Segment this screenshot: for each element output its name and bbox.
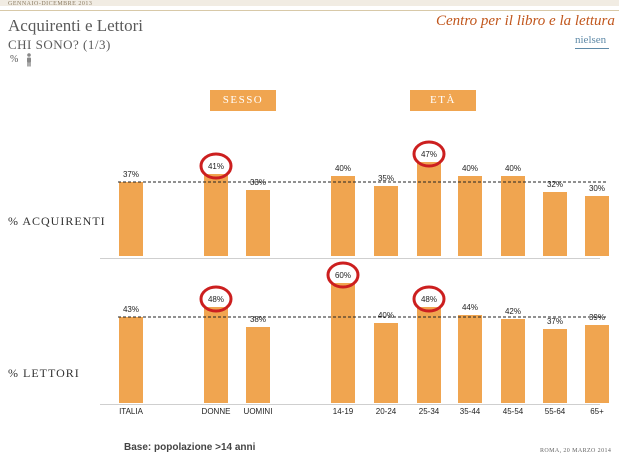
data-label: 33%	[250, 178, 266, 187]
data-label: 39%	[589, 313, 605, 322]
highlight-circle	[326, 261, 360, 289]
data-label: 40%	[335, 164, 351, 173]
data-label: 38%	[250, 315, 266, 324]
bar	[543, 192, 567, 256]
bar	[119, 182, 143, 256]
bar	[458, 315, 482, 403]
period-label: GENNAIO-DICEMBRE 2013	[8, 1, 93, 7]
unit-label: %	[10, 54, 19, 65]
row-label-acquirenti: % ACQUIRENTI	[8, 214, 106, 228]
bar	[204, 307, 228, 403]
tick-label: UOMINI	[244, 407, 273, 416]
data-label: 43%	[123, 305, 139, 314]
data-label: 41%	[208, 162, 224, 171]
tick-label: 14-19	[333, 407, 354, 416]
base-note: Base: popolazione >14 anni	[124, 442, 256, 453]
tick-label: 55-64	[545, 407, 566, 416]
highlight-circle	[199, 152, 233, 180]
person-icon	[27, 53, 31, 67]
brand-logo: Centro per il libro e la lettura	[436, 13, 615, 29]
bar	[119, 317, 143, 403]
data-label: 40%	[462, 164, 478, 173]
bar	[246, 327, 270, 403]
top-bar	[0, 0, 619, 6]
section-header-sesso: SESSO	[210, 90, 276, 111]
bar	[374, 186, 398, 256]
footer-place-date: ROMA, 20 MARZO 2014	[540, 448, 612, 454]
bar	[204, 174, 228, 256]
data-label: 37%	[123, 170, 139, 179]
bar	[543, 329, 567, 403]
data-label: 60%	[335, 271, 351, 280]
data-label: 40%	[378, 311, 394, 320]
tick-label: 65+	[590, 407, 604, 416]
bar	[417, 162, 441, 256]
highlight-circle	[199, 285, 233, 313]
data-label: 32%	[547, 180, 563, 189]
bar	[501, 176, 525, 256]
bar	[331, 283, 355, 403]
data-label: 30%	[589, 184, 605, 193]
tick-label: 45-54	[503, 407, 524, 416]
tick-label: 35-44	[460, 407, 481, 416]
data-label: 40%	[505, 164, 521, 173]
highlight-circle	[412, 285, 446, 313]
tick-label: 20-24	[376, 407, 397, 416]
bar	[585, 196, 609, 256]
data-label: 42%	[505, 307, 521, 316]
bar	[585, 325, 609, 403]
data-label: 44%	[462, 303, 478, 312]
bar	[458, 176, 482, 256]
nielsen-logo: nielsen	[575, 34, 607, 46]
tick-label: DONNE	[202, 407, 231, 416]
bar	[417, 307, 441, 403]
nielsen-underline	[575, 48, 609, 49]
tick-label: ITALIA	[119, 407, 144, 416]
bar	[331, 176, 355, 256]
bar	[246, 190, 270, 256]
data-label: 47%	[421, 150, 437, 159]
data-label: 35%	[378, 174, 394, 183]
top-divider	[0, 10, 619, 11]
bar	[501, 319, 525, 403]
section-header-eta: ETÀ	[410, 90, 476, 111]
bar	[374, 323, 398, 403]
row-label-lettori: % LETTORI	[8, 366, 80, 380]
row-separator	[100, 258, 600, 259]
axis-separator	[100, 404, 600, 405]
page-subtitle: CHI SONO? (1/3)	[8, 37, 111, 52]
data-label: 48%	[421, 295, 437, 304]
highlight-circle	[412, 140, 446, 168]
data-label: 37%	[547, 317, 563, 326]
tick-label: 25-34	[419, 407, 440, 416]
data-label: 48%	[208, 295, 224, 304]
page-title: Acquirenti e Lettori	[8, 16, 144, 35]
